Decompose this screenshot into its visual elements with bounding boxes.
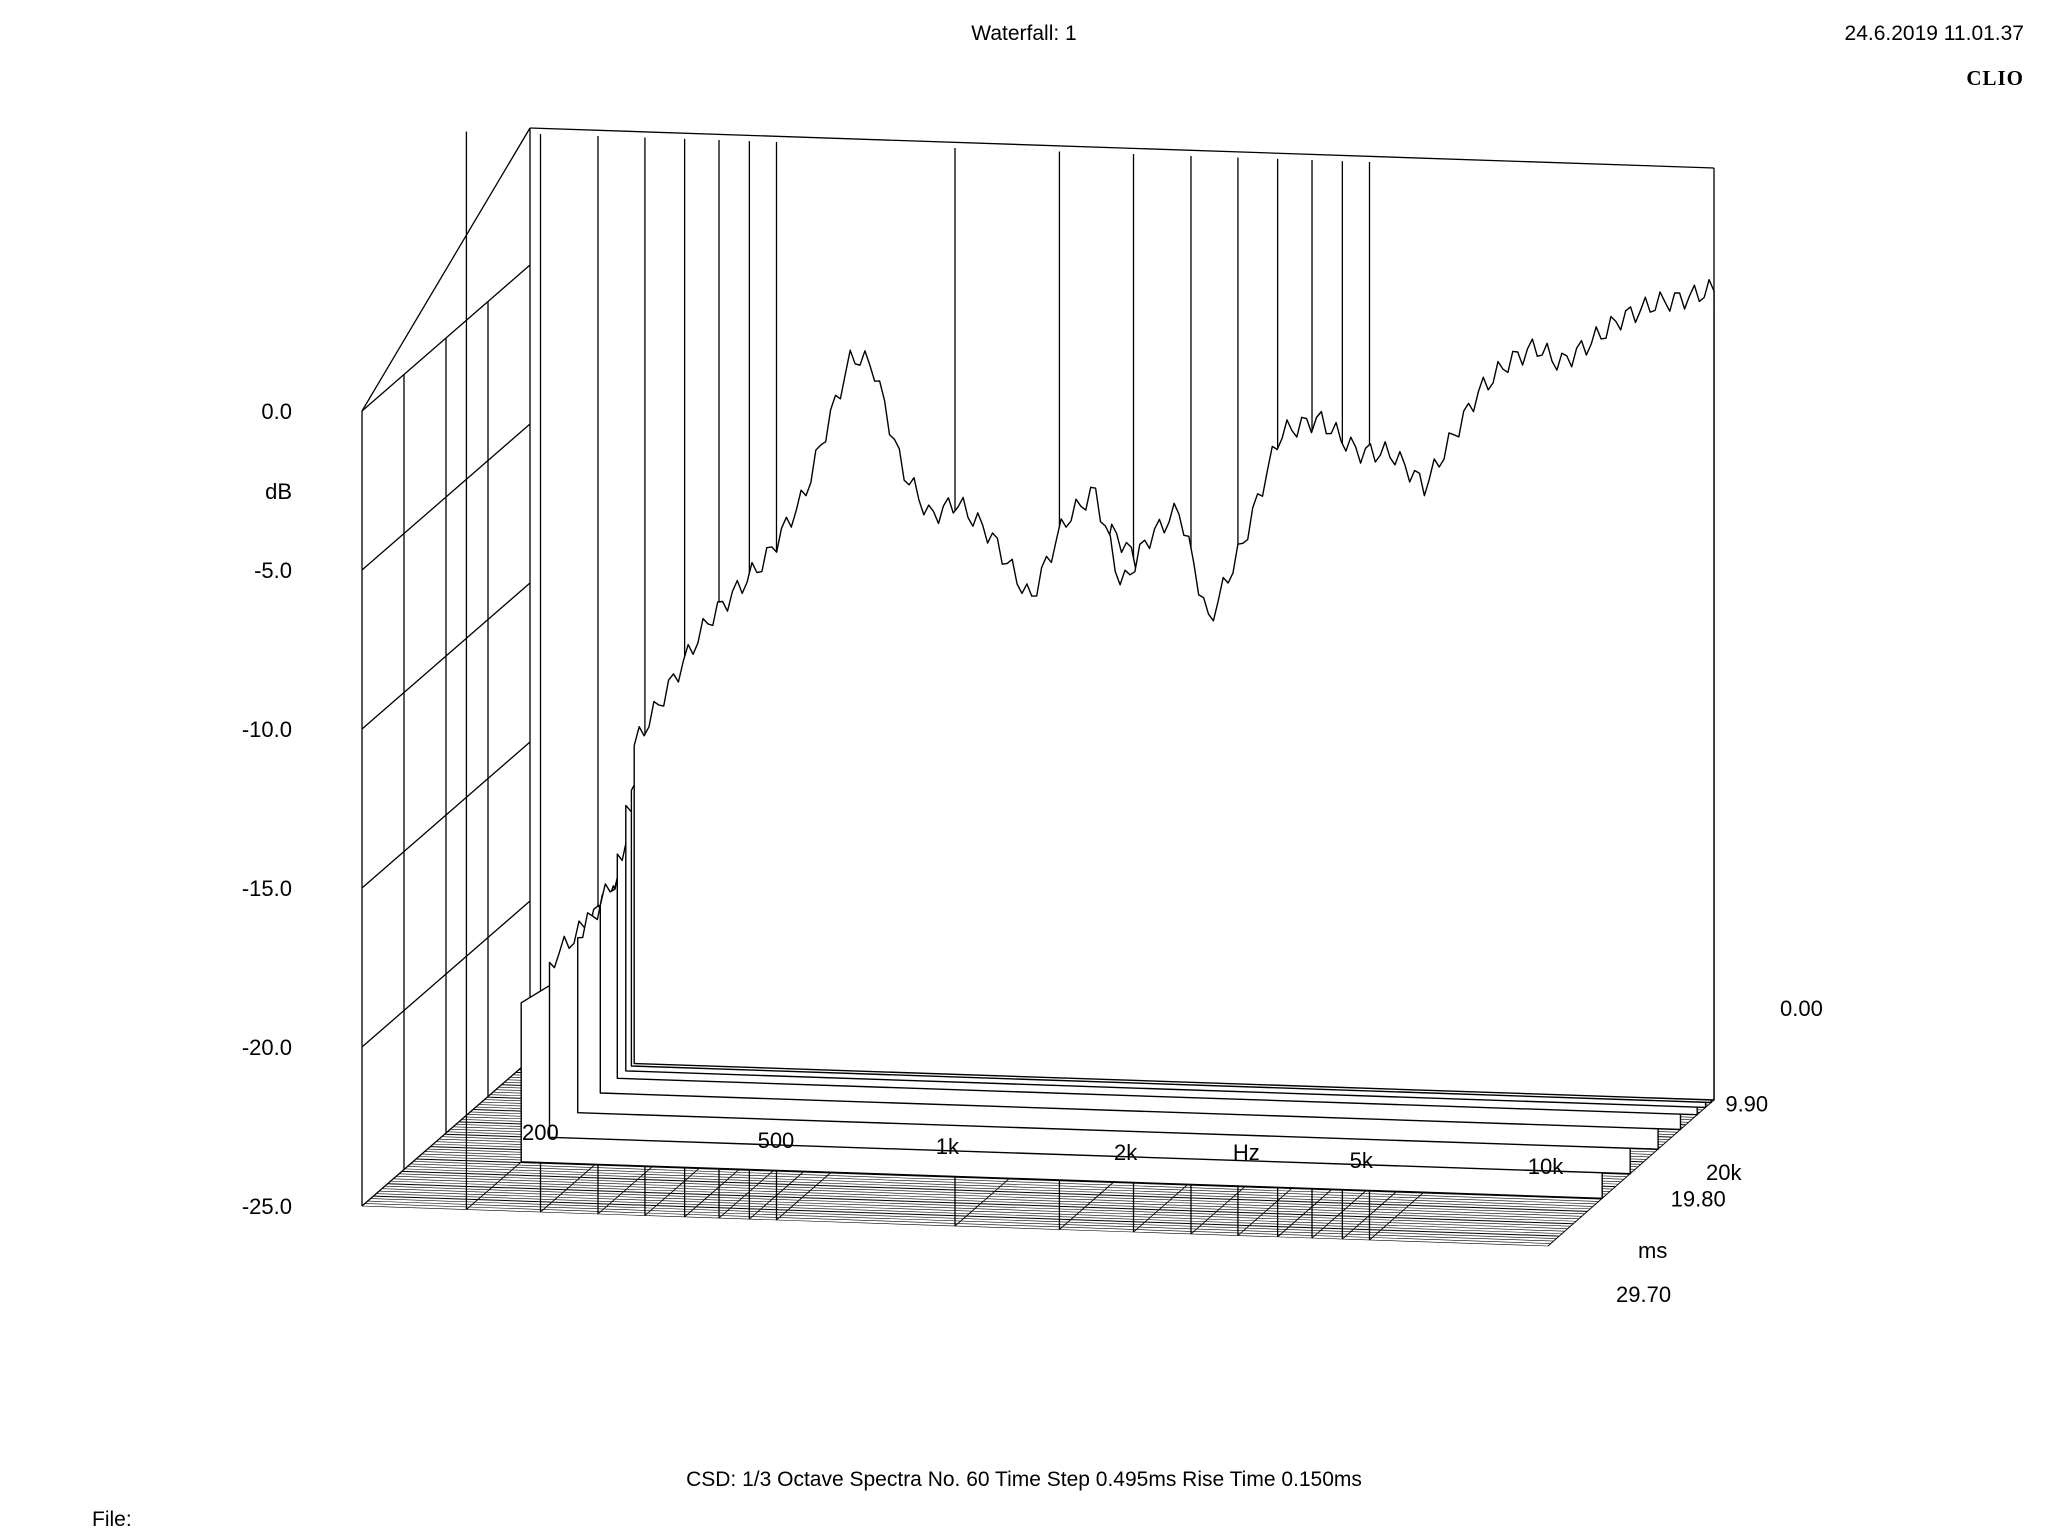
- y-axis-label: dB: [265, 479, 292, 504]
- y-tick-label: 0.0: [261, 399, 292, 424]
- back-top-edge: [529, 127, 1715, 169]
- y-tick-label: -10.0: [242, 717, 292, 742]
- file-label: File:: [92, 1508, 132, 1531]
- brand-logo: CLIO: [1966, 66, 2024, 90]
- y-tick-label: -5.0: [254, 558, 292, 583]
- x-tick-label: 1k: [936, 1134, 960, 1159]
- x-axis-label: Hz: [1233, 1140, 1260, 1165]
- timestamp: 24.6.2019 11.01.37: [1844, 22, 2024, 45]
- measurement-settings: CSD: 1/3 Octave Spectra No. 60 Time Step…: [686, 1468, 1362, 1491]
- x-tick-label: 5k: [1350, 1148, 1374, 1173]
- z-tick-label: 0.00: [1780, 996, 1823, 1021]
- z-tick-label: 19.80: [1671, 1187, 1726, 1212]
- x-tick-label: 200: [522, 1120, 559, 1145]
- x-tick-label: 500: [758, 1128, 795, 1153]
- z-tick-label: 9.90: [1725, 1091, 1768, 1116]
- y-tick-label: -20.0: [242, 1035, 292, 1060]
- chart-title: Waterfall: 1: [971, 22, 1077, 45]
- floor-frequency-line: [1547, 1099, 1715, 1247]
- y-tick-label: -25.0: [242, 1194, 292, 1219]
- x-tick-label: 20k: [1706, 1160, 1742, 1185]
- spectra-curves: [520, 279, 1715, 1199]
- top-left-edge: [361, 127, 531, 412]
- z-axis-label: ms: [1638, 1238, 1667, 1263]
- axis-labels: 0.0 -5.0 -10.0 -15.0 -20.0 -25.0 dB 200 500 1k 2k 5…: [242, 399, 1823, 1307]
- z-tick-label: 29.70: [1616, 1282, 1671, 1307]
- x-tick-label: 2k: [1114, 1140, 1138, 1165]
- x-tick-label: 10k: [1528, 1154, 1564, 1179]
- spectrum-slice-0ms: [633, 279, 1715, 1101]
- y-tick-label: -15.0: [242, 876, 292, 901]
